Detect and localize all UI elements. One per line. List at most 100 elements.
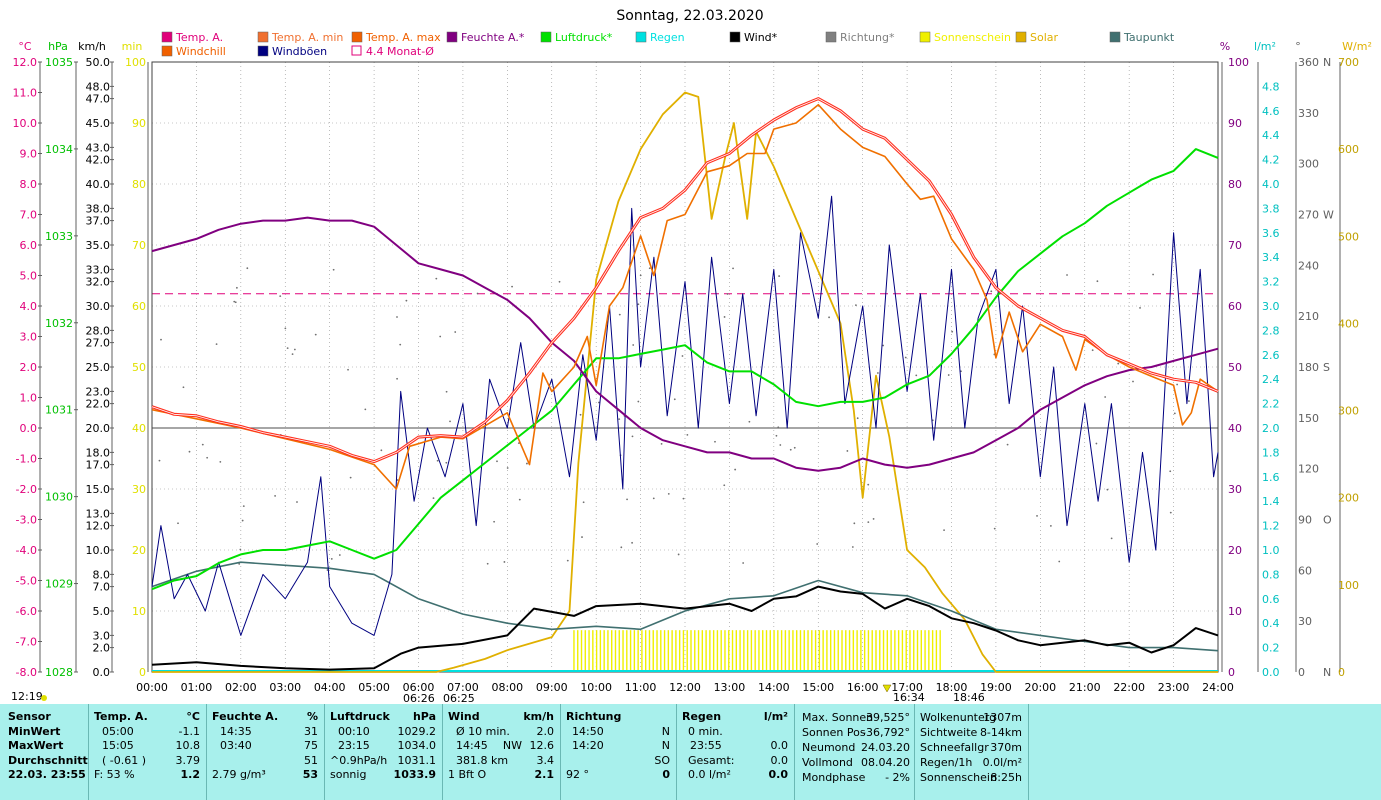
- temp-tick-label: 2.0: [20, 361, 38, 374]
- x-tick-label: 08:00: [491, 681, 523, 694]
- direction-point: [493, 520, 496, 523]
- rain-head: Regen: [682, 710, 722, 723]
- weather-chart: Sonntag, 22.03.2020 Temp. A. Temp. A. min T…: [0, 0, 1381, 704]
- wind-tick-label: 7.0: [93, 581, 111, 594]
- direction-point: [1036, 515, 1038, 517]
- direction-point: [1096, 280, 1099, 283]
- direction-point: [777, 426, 780, 429]
- dir-current: 0: [662, 768, 670, 781]
- rain-duration: 0 min.: [688, 724, 723, 738]
- dir-compass-label: O: [1323, 514, 1332, 527]
- direction-point: [405, 299, 408, 302]
- legend-label: Temp. A. max: [365, 31, 441, 44]
- direction-point: [234, 301, 237, 304]
- direction-point: [673, 398, 676, 401]
- temp-tick-label: -4.0: [16, 544, 37, 557]
- direction-point: [1132, 380, 1134, 383]
- direction-point: [1152, 273, 1155, 276]
- wind-tick-label: 12.0: [86, 520, 111, 533]
- direction-point: [182, 386, 185, 389]
- temp-tick-label: -2.0: [16, 483, 37, 496]
- direction-point: [436, 459, 439, 462]
- x-tick-label: 09:00: [536, 681, 568, 694]
- wind-tick-label: 38.0: [86, 202, 111, 215]
- direction-point: [682, 497, 685, 500]
- sunmin-tick-label: 40: [132, 422, 146, 435]
- rain-tick-label: 4.8: [1262, 80, 1280, 93]
- x-tick-label: 17:00: [891, 681, 923, 694]
- direction-point: [853, 522, 856, 525]
- temp-avg-value: 3.79: [175, 753, 201, 767]
- sunmin-tick-label: 100: [125, 56, 146, 69]
- chart-background: [0, 0, 1381, 704]
- legend-label: Regen: [650, 31, 685, 44]
- hum-min-time: 14:35: [220, 724, 252, 738]
- direction-point: [566, 559, 569, 562]
- dir-compass-label: W: [1323, 209, 1334, 222]
- legend-label: Solar: [1030, 31, 1059, 44]
- direction-point: [872, 518, 875, 520]
- direction-point: [435, 277, 438, 280]
- dewpoint-series-line: [151, 561, 1219, 652]
- legend-label: Temp. A.: [175, 31, 223, 44]
- direction-point: [1066, 274, 1068, 276]
- dir-tick-label: 330: [1298, 107, 1319, 120]
- direction-point: [1095, 442, 1098, 445]
- rain-tick-label: 1.6: [1262, 471, 1280, 484]
- temp-max-time: 15:05: [102, 739, 134, 752]
- rain-tick-label: 0.0: [1262, 666, 1280, 679]
- direction-point: [506, 467, 509, 469]
- temp-column: Temp. A. °C 05:00 -1.1 15:05 10.8 ( -0.61 )…: [94, 710, 200, 783]
- dir-tick-label: 120: [1298, 463, 1319, 476]
- press-current: 1033.9: [393, 768, 436, 781]
- astro-r3-label: Neumond: [802, 741, 856, 754]
- direction-point: [789, 448, 792, 451]
- x-tick-label: 14:00: [758, 681, 790, 694]
- wind-tick-label: 18.0: [86, 446, 111, 459]
- direction-point: [631, 435, 634, 438]
- direction-point: [486, 562, 489, 565]
- wind-tick-label: 48.0: [86, 80, 111, 93]
- sunmin-tick-label: 70: [132, 239, 146, 252]
- wind-tick-label: 5.0: [93, 605, 111, 618]
- hum-tick-label: 80: [1228, 178, 1242, 191]
- wind-tick-label: 43.0: [86, 141, 111, 154]
- direction-point: [526, 462, 528, 465]
- wind-tick-label: 40.0: [86, 178, 111, 191]
- x-tick-label: 05:00: [358, 681, 390, 694]
- solar-tick-label: 600: [1338, 143, 1359, 156]
- rain-tick-label: 0.4: [1262, 617, 1280, 630]
- temp-tick-label: -1.0: [16, 453, 37, 466]
- direction-point: [947, 374, 950, 376]
- direction-point: [748, 420, 751, 423]
- x-tick-label: 03:00: [269, 681, 301, 694]
- wind-tick-label: 35.0: [86, 239, 111, 252]
- wind-tick-label: 25.0: [86, 361, 111, 374]
- direction-point: [518, 498, 521, 501]
- x-tick-label: 21:00: [1069, 681, 1101, 694]
- chart-title: Sonntag, 22.03.2020: [616, 8, 763, 24]
- press-head: Luftdruck: [330, 710, 390, 723]
- hum-tick-label: 20: [1228, 544, 1242, 557]
- temp-avg-note: ( -0.61 ): [102, 753, 147, 767]
- pressure-series-line: [151, 148, 1219, 591]
- rain-tick-label: 3.4: [1262, 251, 1280, 264]
- temp-unit-label: °C: [18, 40, 32, 53]
- direction-point: [476, 292, 479, 295]
- wind-tick-label: 15.0: [86, 483, 111, 496]
- wind-tick-label: 0.0: [93, 666, 111, 679]
- wind-tick-label: 30.0: [86, 300, 111, 313]
- dir-tick-label: 180: [1298, 361, 1319, 374]
- wind-max-time: 14:45: [456, 739, 488, 752]
- direction-point: [241, 519, 244, 522]
- wind-current: 2.1: [534, 768, 555, 781]
- sunmin-tick-label: 20: [132, 544, 146, 557]
- humidity-column: Feuchte A.% 14:35 31 03:40 75 51 2.79 g/m³…: [212, 710, 318, 783]
- rain-tick-label: 4.2: [1262, 154, 1280, 167]
- wind-unit-label: km/h: [78, 40, 106, 53]
- direction-point: [296, 501, 298, 503]
- direction-point: [734, 468, 737, 471]
- direction-point: [1106, 488, 1109, 491]
- direction-point: [726, 293, 729, 295]
- direction-point: [582, 501, 585, 504]
